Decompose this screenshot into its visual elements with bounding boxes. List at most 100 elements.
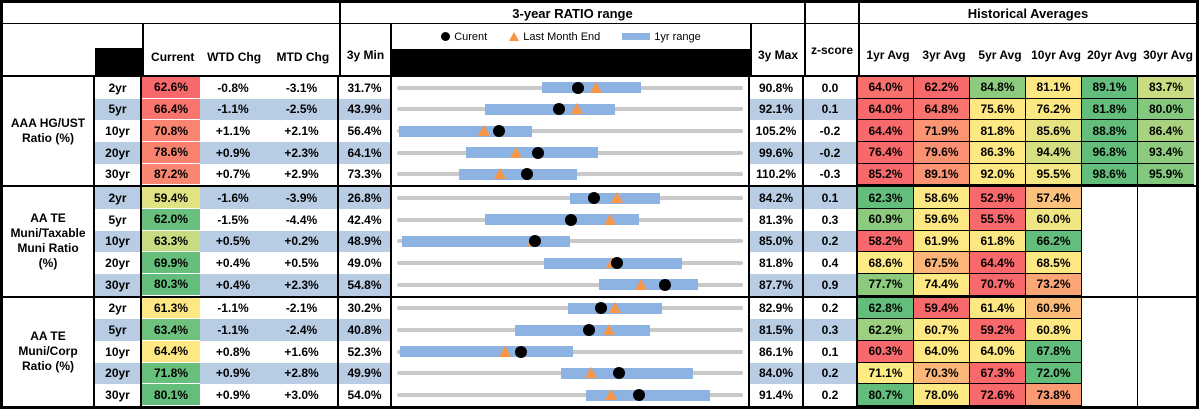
tenor-cell[interactable]: 10yr bbox=[95, 120, 142, 142]
avg-cell[interactable]: 96.8% bbox=[1082, 141, 1138, 164]
wtd-chg-cell[interactable]: -1.1% bbox=[200, 319, 266, 341]
wtd-chg-cell[interactable]: +0.9% bbox=[200, 362, 266, 385]
range-chart-cell[interactable] bbox=[392, 208, 750, 231]
wtd-chg-cell[interactable]: +0.7% bbox=[215, 167, 251, 182]
avg-cell[interactable]: 64.0% bbox=[858, 98, 914, 121]
current-cell[interactable]: 66.4% bbox=[142, 98, 200, 121]
col-header-20yr-avg[interactable]: 20yr Avg bbox=[1087, 47, 1137, 62]
3y-min-cell[interactable]: 26.8% bbox=[339, 187, 392, 209]
avg-cell[interactable]: 67.8% bbox=[1026, 340, 1082, 363]
avg-cell[interactable]: 64.0% bbox=[970, 340, 1026, 363]
3y-max-cell[interactable]: 81.8% bbox=[750, 252, 804, 274]
current-cell[interactable]: 63.3% bbox=[142, 230, 200, 253]
avg-cell[interactable]: 58.6% bbox=[914, 187, 970, 209]
avg-cell[interactable]: 86.3% bbox=[970, 141, 1026, 164]
avg-cell[interactable]: 81.8% bbox=[970, 120, 1026, 142]
avg-cell[interactable]: 60.9% bbox=[1026, 297, 1082, 320]
avg-cell[interactable]: 78.0% bbox=[914, 384, 970, 406]
z-score-cell[interactable]: -0.2 bbox=[804, 120, 858, 142]
avg-cell[interactable]: 67.5% bbox=[914, 252, 970, 274]
avg-cell-empty[interactable] bbox=[1138, 362, 1194, 385]
col-header-5yr-avg[interactable]: 5yr Avg bbox=[978, 47, 1022, 62]
3y-max-cell[interactable]: 99.6% bbox=[750, 141, 804, 164]
avg-cell[interactable]: 68.5% bbox=[1026, 252, 1082, 274]
3y-max-cell[interactable]: 105.2% bbox=[750, 120, 804, 142]
avg-cell[interactable]: 95.5% bbox=[1026, 163, 1082, 186]
avg-cell[interactable]: 92.0% bbox=[970, 163, 1026, 186]
avg-cell-empty[interactable] bbox=[1138, 340, 1194, 363]
avg-cell[interactable]: 88.8% bbox=[1082, 120, 1138, 142]
tenor-cell[interactable]: 5yr bbox=[95, 208, 142, 231]
avg-cell[interactable]: 62.8% bbox=[858, 297, 914, 320]
avg-cell[interactable]: 52.9% bbox=[970, 187, 1026, 209]
avg-cell[interactable]: 61.8% bbox=[970, 230, 1026, 253]
avg-cell[interactable]: 61.4% bbox=[970, 297, 1026, 320]
tenor-cell[interactable]: 20yr bbox=[95, 141, 142, 164]
avg-cell[interactable]: 74.4% bbox=[914, 273, 970, 296]
z-score-cell[interactable]: 0.1 bbox=[804, 340, 858, 363]
tenor-cell[interactable]: 2yr bbox=[95, 77, 142, 99]
range-chart-cell[interactable] bbox=[392, 163, 750, 186]
avg-cell-empty[interactable] bbox=[1082, 340, 1138, 363]
avg-cell[interactable]: 58.2% bbox=[858, 230, 914, 253]
avg-cell[interactable]: 67.3% bbox=[970, 362, 1026, 385]
3y-min-cell[interactable]: 49.0% bbox=[339, 252, 392, 274]
z-score-cell[interactable]: 0.1 bbox=[804, 98, 858, 121]
avg-cell-empty[interactable] bbox=[1138, 273, 1194, 296]
3y-max-cell[interactable]: 86.1% bbox=[750, 340, 804, 363]
avg-cell-empty[interactable] bbox=[1138, 230, 1194, 253]
avg-cell[interactable]: 60.0% bbox=[1026, 208, 1082, 231]
avg-cell[interactable]: 95.9% bbox=[1138, 163, 1194, 186]
col-header-3yr-avg[interactable]: 3yr Avg bbox=[922, 47, 966, 62]
avg-cell-empty[interactable] bbox=[1138, 319, 1194, 341]
avg-cell-empty[interactable] bbox=[1082, 384, 1138, 406]
col-header-wtd-chg[interactable]: WTD Chg bbox=[207, 49, 262, 64]
current-cell[interactable]: 61.3% bbox=[142, 297, 200, 320]
tenor-cell[interactable]: 5yr bbox=[95, 98, 142, 121]
avg-cell[interactable]: 98.6% bbox=[1082, 163, 1138, 186]
avg-cell[interactable]: 73.8% bbox=[1026, 384, 1082, 406]
mtd-chg-cell[interactable]: +2.3% bbox=[266, 273, 339, 296]
avg-cell[interactable]: 60.3% bbox=[858, 340, 914, 363]
avg-cell[interactable]: 62.2% bbox=[858, 319, 914, 341]
3y-max-cell[interactable]: 90.8% bbox=[750, 77, 804, 99]
avg-cell[interactable]: 81.8% bbox=[1082, 98, 1138, 121]
range-chart-cell[interactable] bbox=[392, 120, 750, 142]
tenor-cell[interactable]: 20yr bbox=[95, 252, 142, 274]
3y-min-cell[interactable]: 30.2% bbox=[339, 297, 392, 320]
avg-cell[interactable]: 76.2% bbox=[1026, 98, 1082, 121]
3y-min-cell[interactable]: 42.4% bbox=[339, 208, 392, 231]
avg-cell[interactable]: 64.0% bbox=[914, 340, 970, 363]
avg-cell[interactable]: 55.5% bbox=[970, 208, 1026, 231]
avg-cell[interactable]: 59.4% bbox=[914, 297, 970, 320]
mtd-chg-cell[interactable]: -2.1% bbox=[266, 297, 339, 320]
avg-cell[interactable]: 76.4% bbox=[858, 141, 914, 164]
range-chart-cell[interactable] bbox=[392, 252, 750, 274]
current-cell[interactable]: 80.3% bbox=[142, 273, 200, 296]
range-chart-cell[interactable] bbox=[392, 319, 750, 341]
wtd-chg-cell[interactable]: -0.8% bbox=[217, 80, 249, 95]
tenor-cell[interactable]: 2yr bbox=[95, 297, 142, 320]
3y-max-cell[interactable]: 82.9% bbox=[750, 297, 804, 320]
current-cell[interactable]: 63.4% bbox=[142, 319, 200, 341]
wtd-chg-cell[interactable]: +0.9% bbox=[215, 388, 251, 403]
current-cell[interactable]: 71.8% bbox=[142, 362, 200, 385]
col-header-z-score[interactable]: z-score bbox=[806, 24, 860, 75]
3y-max-cell[interactable]: 81.3% bbox=[750, 208, 804, 231]
range-chart-cell[interactable] bbox=[392, 230, 750, 253]
range-chart-cell[interactable] bbox=[392, 273, 750, 296]
avg-cell[interactable]: 79.6% bbox=[914, 141, 970, 164]
wtd-chg-cell[interactable]: -1.5% bbox=[217, 212, 249, 227]
avg-cell[interactable]: 71.9% bbox=[914, 120, 970, 142]
avg-cell[interactable]: 89.1% bbox=[914, 163, 970, 186]
avg-cell[interactable]: 73.2% bbox=[1026, 273, 1082, 296]
range-chart-cell[interactable] bbox=[392, 384, 750, 406]
avg-cell[interactable]: 64.4% bbox=[970, 252, 1026, 274]
current-cell[interactable]: 64.4% bbox=[142, 340, 200, 363]
avg-cell-empty[interactable] bbox=[1138, 384, 1194, 406]
mtd-chg-cell[interactable]: -3.1% bbox=[266, 77, 339, 99]
z-score-cell[interactable]: 0.3 bbox=[804, 319, 858, 341]
current-cell[interactable]: 80.1% bbox=[142, 384, 200, 406]
col-header-3y-min[interactable]: 3y Min bbox=[339, 24, 392, 75]
z-score-cell[interactable]: 0.3 bbox=[804, 208, 858, 231]
